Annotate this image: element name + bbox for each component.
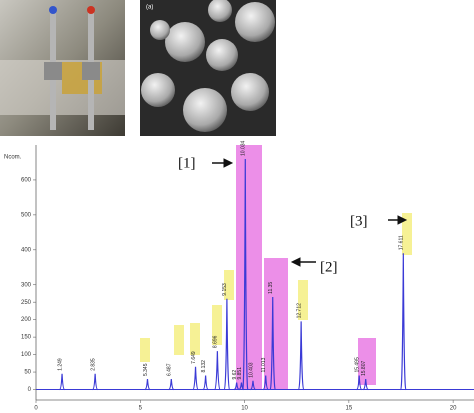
x-tick-label: 5 <box>139 406 143 412</box>
peak-label: 17.611 <box>399 235 405 250</box>
peak <box>169 379 174 389</box>
y-tick-label: 50 <box>24 370 31 376</box>
column-photo <box>0 0 125 136</box>
peak-label: 12.712 <box>296 303 302 319</box>
photo-label: (a) <box>146 5 153 11</box>
peak <box>215 351 220 389</box>
x-tick-label: 15 <box>346 406 353 412</box>
peak-label: 5.345 <box>143 363 149 376</box>
sem-photo: (a) <box>140 0 276 136</box>
y-tick-label: 0 <box>28 387 32 393</box>
peak-label: 11.013 <box>261 357 267 372</box>
y-tick-label: 400 <box>21 247 32 253</box>
y-tick-label: 150 <box>21 335 32 341</box>
peak <box>145 379 150 389</box>
y-axis-label: Ncom. <box>4 155 22 161</box>
highlights <box>140 145 412 390</box>
x-tick-label: 10 <box>241 406 248 412</box>
peak-label: 10.403 <box>248 362 254 378</box>
peak-label: 10.034 <box>241 140 247 156</box>
peak <box>193 367 198 390</box>
x-tick-label: 20 <box>450 406 457 412</box>
annotation: [1] <box>178 155 196 171</box>
y-tick-label: 600 <box>21 178 32 184</box>
y-tick-label: 300 <box>21 282 32 288</box>
annotation: [2] <box>320 259 338 275</box>
peak-label: 11.35 <box>268 282 274 294</box>
peak-label: 9.851 <box>237 367 243 380</box>
x-tick-label: 0 <box>34 406 38 412</box>
peak-label: 8.132 <box>201 360 207 373</box>
peak-label: 2.835 <box>90 358 96 371</box>
y-tick-label: 250 <box>21 300 32 306</box>
peak <box>93 374 98 390</box>
peak <box>299 321 304 389</box>
peak <box>60 374 65 390</box>
peak-label: 15.495 <box>355 357 361 373</box>
annotation: [3] <box>350 213 368 229</box>
peak-label: 15.807 <box>361 361 367 377</box>
figure: (a) [1] [2] [3] Ncom. 050100150200250300… <box>0 0 474 413</box>
y-tick-label: 500 <box>21 212 32 218</box>
y-tick-label: 200 <box>21 317 32 323</box>
y-tick-label: 100 <box>21 352 32 358</box>
peak-label: 8.696 <box>213 335 219 348</box>
peak-label: 7.649 <box>191 351 197 364</box>
peak-label: 6.487 <box>167 363 173 376</box>
peak-label: 9.153 <box>222 283 228 296</box>
peak-label: 1.249 <box>57 358 63 371</box>
peak <box>401 253 406 389</box>
peak <box>203 376 208 390</box>
peak <box>224 299 229 390</box>
